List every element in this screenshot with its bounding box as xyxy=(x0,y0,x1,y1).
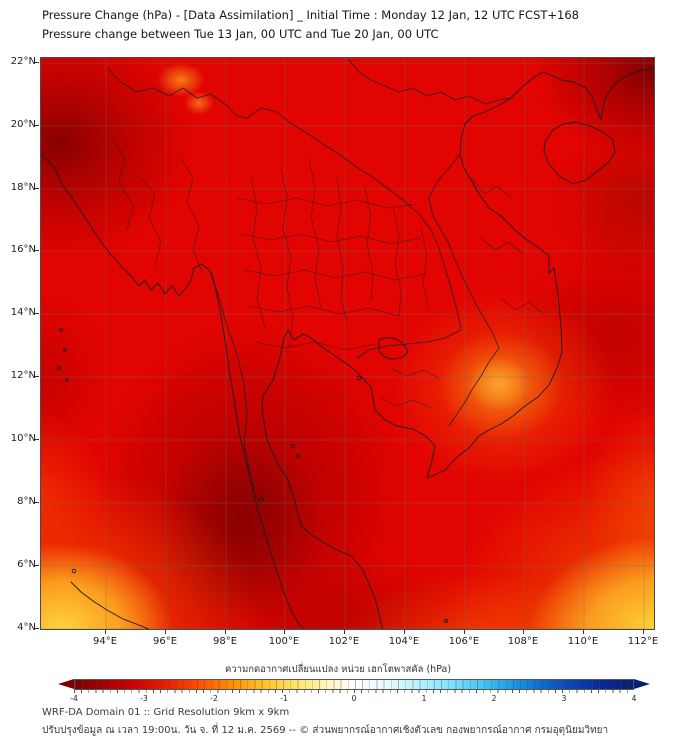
page-subtitle: Pressure change between Tue 13 Jan, 00 U… xyxy=(42,27,439,41)
island-dots xyxy=(57,327,448,623)
x-tick xyxy=(404,630,405,634)
y-axis-label: 18°N xyxy=(10,182,36,193)
colorbar-tick: -4 xyxy=(70,694,78,703)
x-axis-label: 98°E xyxy=(212,636,238,647)
footer-agency-info: ปรับปรุงข้อมูล ณ เวลา 19:00น. วัน จ. ที่… xyxy=(42,725,609,736)
y-axis-label: 12°N xyxy=(10,370,36,381)
x-axis-label: 94°E xyxy=(92,636,118,647)
y-tick xyxy=(35,313,39,314)
x-tick xyxy=(643,630,644,634)
y-axis-label: 14°N xyxy=(10,307,36,318)
y-axis-label: 16°N xyxy=(10,244,36,255)
y-tick xyxy=(35,439,39,440)
colorbar-gradient xyxy=(74,679,634,690)
colorbar-label: ความกดอากาศเปลี่ยนแปลง หน่วย เฮกโตพาสคัล… xyxy=(224,664,452,675)
field-warm-regions xyxy=(41,63,654,629)
country-border-paths xyxy=(106,58,512,491)
x-tick xyxy=(284,630,285,634)
x-tick xyxy=(105,630,106,634)
x-axis-label: 96°E xyxy=(152,636,178,647)
x-axis-label: 106°E xyxy=(448,636,480,647)
x-axis-label: 112°E xyxy=(627,636,659,647)
y-tick xyxy=(35,565,39,566)
map-canvas xyxy=(40,57,655,630)
colorbar-tick: 2 xyxy=(491,694,497,703)
y-axis-label: 20°N xyxy=(10,119,36,130)
y-tick xyxy=(35,125,39,126)
province-boundary-paths xyxy=(110,137,544,409)
x-axis-label: 104°E xyxy=(388,636,420,647)
title-block: Pressure Change (hPa) - [Data Assimilati… xyxy=(42,6,579,44)
colorbar-tick: -2 xyxy=(210,694,218,703)
field-dark-regions xyxy=(41,58,654,629)
colorbar-left-arrow xyxy=(58,679,74,689)
y-tick xyxy=(35,502,39,503)
x-axis-label: 102°E xyxy=(328,636,360,647)
colorbar-tick: -3 xyxy=(140,694,148,703)
x-axis-label: 110°E xyxy=(567,636,599,647)
x-tick xyxy=(464,630,465,634)
y-tick xyxy=(35,628,39,629)
colorbar-tick: 3 xyxy=(561,694,567,703)
x-tick xyxy=(225,630,226,634)
colorbar-tick-labels: -4 -3 -2 -1 0 1 2 3 4 xyxy=(70,694,637,703)
y-axis-label: 8°N xyxy=(17,496,36,507)
y-axis-label: 10°N xyxy=(10,433,36,444)
page-title: Pressure Change (hPa) - [Data Assimilati… xyxy=(42,8,579,22)
colorbar xyxy=(58,679,650,690)
colorbar-right-arrow xyxy=(634,679,650,689)
y-axis-label: 22°N xyxy=(10,56,36,67)
footer-domain-info: WRF-DA Domain 01 :: Grid Resolution 9km … xyxy=(42,707,290,718)
y-axis-label: 6°N xyxy=(17,559,36,570)
x-tick xyxy=(165,630,166,634)
x-tick xyxy=(523,630,524,634)
graticule-gridlines xyxy=(41,58,654,629)
x-axis-label: 100°E xyxy=(268,636,300,647)
pressure-field-map xyxy=(41,58,654,629)
y-tick xyxy=(35,188,39,189)
coastline-paths xyxy=(41,67,654,629)
colorbar-tick: 4 xyxy=(631,694,637,703)
y-tick xyxy=(35,62,39,63)
y-tick xyxy=(35,376,39,377)
colorbar-minor-ticks xyxy=(74,690,634,693)
colorbar-cell-separators xyxy=(75,680,633,689)
x-axis-label: 108°E xyxy=(507,636,539,647)
y-tick xyxy=(35,250,39,251)
x-tick xyxy=(344,630,345,634)
colorbar-tick: 0 xyxy=(351,694,357,703)
y-axis-label: 4°N xyxy=(17,622,36,633)
x-tick xyxy=(583,630,584,634)
colorbar-tick: -1 xyxy=(280,694,288,703)
colorbar-tick: 1 xyxy=(421,694,427,703)
